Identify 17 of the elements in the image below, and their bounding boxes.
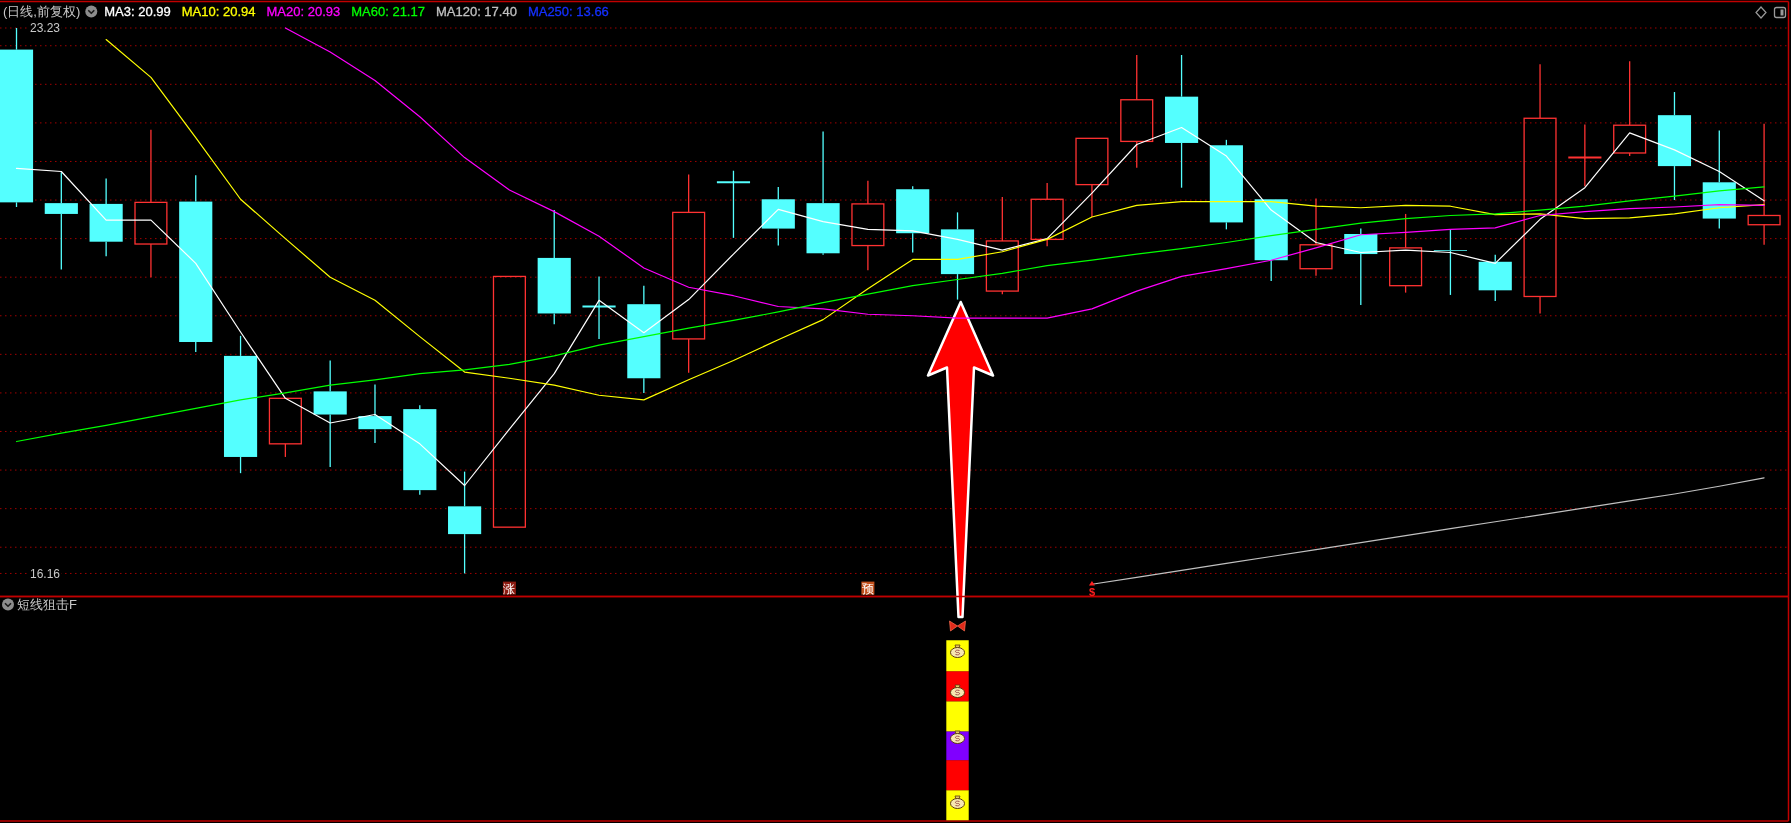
line-series <box>15 186 1765 443</box>
line-series <box>1091 477 1765 585</box>
y-tick-label: 16.16 <box>30 566 61 581</box>
chart-title: 短线狙击F <box>17 597 77 612</box>
line-series <box>15 126 1765 487</box>
point: $ <box>1088 581 1095 598</box>
line-series <box>284 27 1765 319</box>
line-series <box>105 38 1765 401</box>
text: MA10: 20.94 <box>181 4 256 19</box>
text: MA60: 21.17 <box>351 4 425 19</box>
text: MA3: 20.99 <box>104 4 171 19</box>
legend-label: MA250: 13.66 <box>527 4 609 19</box>
chart-title: (日线,前复权) <box>3 4 81 19</box>
series-label: MA20: 20.93 <box>266 4 341 19</box>
y-tick-label: 23.23 <box>30 21 61 36</box>
text: MA120: 17.40 <box>435 4 517 19</box>
data-label: $ <box>1088 585 1096 598</box>
